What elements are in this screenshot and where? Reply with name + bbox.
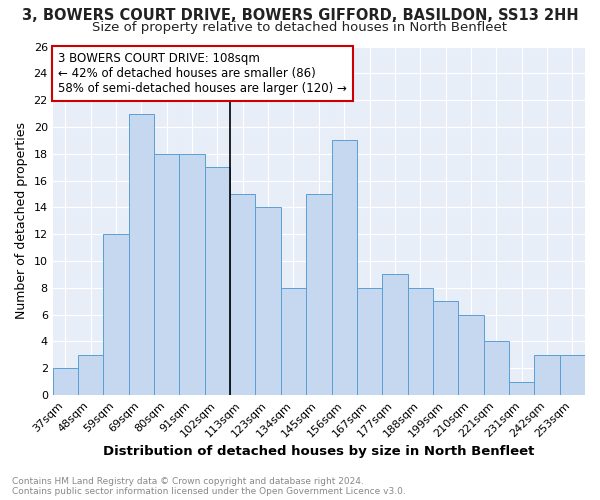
Bar: [332, 140, 357, 395]
Bar: [560, 355, 585, 395]
Bar: [382, 274, 407, 395]
Y-axis label: Number of detached properties: Number of detached properties: [15, 122, 28, 320]
Bar: [357, 288, 382, 395]
Bar: [458, 314, 484, 395]
Bar: [154, 154, 179, 395]
Bar: [230, 194, 256, 395]
Bar: [535, 355, 560, 395]
Text: Contains HM Land Registry data © Crown copyright and database right 2024.
Contai: Contains HM Land Registry data © Crown c…: [12, 476, 406, 496]
Bar: [205, 167, 230, 395]
Bar: [256, 208, 281, 395]
Bar: [509, 382, 535, 395]
Bar: [306, 194, 332, 395]
Text: 3 BOWERS COURT DRIVE: 108sqm
← 42% of detached houses are smaller (86)
58% of se: 3 BOWERS COURT DRIVE: 108sqm ← 42% of de…: [58, 52, 347, 94]
Text: 3, BOWERS COURT DRIVE, BOWERS GIFFORD, BASILDON, SS13 2HH: 3, BOWERS COURT DRIVE, BOWERS GIFFORD, B…: [22, 8, 578, 22]
Bar: [78, 355, 103, 395]
Bar: [281, 288, 306, 395]
Bar: [53, 368, 78, 395]
Bar: [103, 234, 129, 395]
Bar: [433, 301, 458, 395]
Bar: [407, 288, 433, 395]
Bar: [129, 114, 154, 395]
Bar: [484, 342, 509, 395]
Text: Size of property relative to detached houses in North Benfleet: Size of property relative to detached ho…: [92, 21, 508, 34]
X-axis label: Distribution of detached houses by size in North Benfleet: Distribution of detached houses by size …: [103, 444, 535, 458]
Bar: [179, 154, 205, 395]
